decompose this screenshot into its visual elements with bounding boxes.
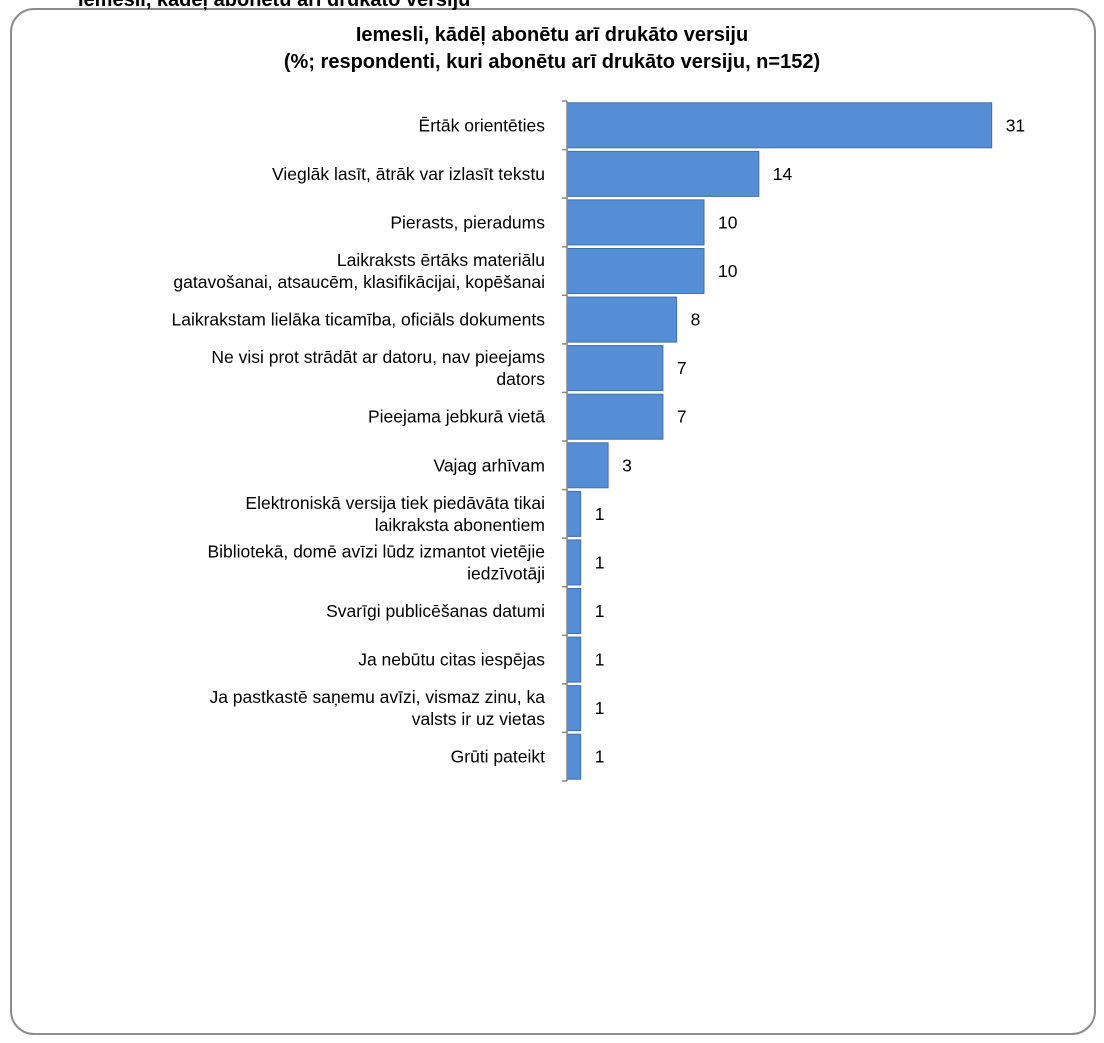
data-label-13: 1 — [595, 747, 605, 767]
chart-title: Iemesli, kādēļ abonētu arī drukāto versi… — [0, 22, 1104, 76]
data-label-1: 14 — [773, 164, 793, 184]
data-label-12: 1 — [595, 698, 605, 718]
bar-6 — [566, 393, 664, 440]
bar-3 — [566, 248, 705, 294]
category-label-11: Ja nebūtu citas iespējas — [358, 650, 545, 670]
bar-5 — [566, 345, 664, 392]
category-label-5: Ne visi prot strādāt ar datoru, nav piee… — [211, 347, 545, 389]
bar-8 — [566, 490, 582, 537]
bar-12 — [566, 685, 582, 732]
data-label-8: 1 — [595, 504, 605, 524]
bar-10 — [566, 588, 582, 634]
cut-off-header: Iemesli, kādēļ abonētu arī drukāto versi… — [78, 0, 471, 11]
data-label-4: 8 — [691, 310, 701, 330]
data-label-10: 1 — [595, 601, 605, 621]
data-label-11: 1 — [595, 650, 605, 670]
category-label-8: Elektroniskā versija tiek piedāvāta tika… — [245, 493, 545, 535]
bar-4 — [566, 296, 678, 343]
category-label-12: Ja pastkastē saņemu avīzi, vismaz zinu, … — [209, 687, 545, 729]
category-label-2: Pierasts, pieradums — [390, 212, 545, 232]
data-label-0: 31 — [1006, 115, 1025, 135]
chart-title-line-1: Iemesli, kādēļ abonētu arī drukāto versi… — [355, 24, 749, 46]
category-label-6: Pieejama jebkurā vietā — [368, 407, 545, 427]
data-label-9: 1 — [595, 552, 605, 572]
chart-title-line-2: (%; respondenti, kuri abonētu arī drukāt… — [283, 51, 821, 73]
category-label-13: Grūti pateikt — [451, 747, 545, 767]
bar-13 — [566, 733, 582, 780]
category-label-10: Svarīgi publicēšanas datumi — [326, 601, 545, 621]
data-label-5: 7 — [677, 358, 687, 378]
bar-2 — [566, 199, 705, 246]
data-label-3: 10 — [718, 261, 738, 281]
category-label-9: Bibliotekā, domē avīzi lūdz izmantot vie… — [207, 541, 545, 583]
data-label-6: 7 — [677, 407, 687, 427]
category-label-3: Laikraksts ērtāks materiālu gatavošanai, … — [173, 250, 545, 292]
category-label-1: Vieglāk lasīt, ātrāk var izlasīt tekstu — [272, 164, 545, 184]
bar-1 — [566, 150, 760, 197]
data-label-2: 10 — [718, 212, 738, 232]
bar-0 — [566, 102, 993, 149]
category-label-4: Laikrakstam lielāka ticamība, oficiāls d… — [172, 310, 546, 330]
chart-frame — [10, 8, 1096, 1035]
bar-11 — [566, 636, 582, 683]
bar-9 — [566, 539, 582, 586]
bar-7 — [566, 442, 609, 489]
data-label-7: 3 — [622, 455, 632, 475]
category-label-7: Vajag arhīvam — [433, 455, 545, 475]
category-label-0: Ērtāk orientēties — [419, 115, 546, 135]
